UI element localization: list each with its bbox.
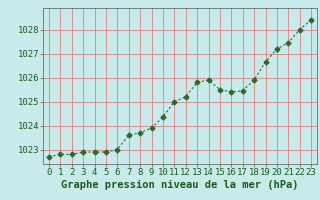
X-axis label: Graphe pression niveau de la mer (hPa): Graphe pression niveau de la mer (hPa) bbox=[61, 180, 299, 190]
